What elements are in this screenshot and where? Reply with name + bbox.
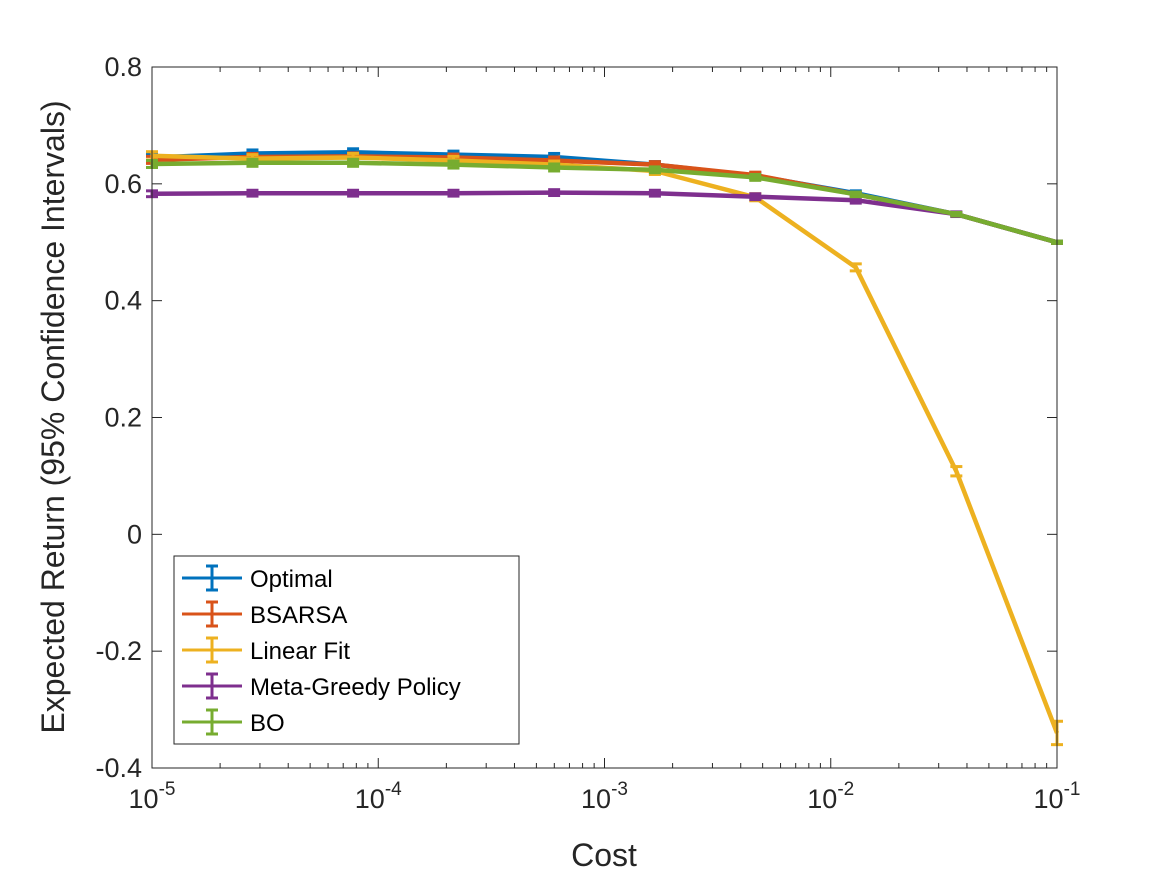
x-tick-label: 10-2 — [807, 779, 854, 814]
legend-label: BSARSA — [250, 602, 347, 629]
error-bar — [749, 192, 762, 202]
x-ticks: 10-5 10-4 10-3 10-2 10-1 — [129, 67, 1081, 814]
series-line — [151, 190, 1058, 245]
error-bar — [648, 165, 661, 175]
x-tick-exponent: -1 — [1064, 779, 1081, 800]
legend-item: BO — [182, 708, 285, 737]
legend-label: Meta-Greedy Policy — [250, 674, 461, 701]
error-bar — [246, 157, 259, 168]
legend-label: Optimal — [250, 566, 333, 593]
x-tick-label: 10-1 — [1034, 779, 1081, 814]
x-tick-label: 10-4 — [355, 779, 402, 814]
y-tick-label: 0.4 — [104, 286, 142, 316]
y-ticks: 0.8 0.6 0.4 0.2 0 -0.2 -0.4 — [95, 52, 1057, 783]
error-bar — [246, 188, 259, 198]
error-bar — [447, 159, 460, 170]
series-bo — [146, 157, 1063, 245]
y-tick-label: 0.2 — [104, 403, 142, 433]
error-bar — [950, 210, 963, 218]
y-tick-label: 0.8 — [104, 52, 142, 82]
y-axis-title: Expected Return (95% Confidence Interval… — [35, 100, 71, 733]
y-tick-label: -0.2 — [95, 636, 142, 666]
legend-item: BSARSA — [182, 600, 347, 629]
x-tick-exponent: -2 — [837, 779, 854, 800]
error-bar — [648, 188, 661, 198]
x-tick-exponent: -4 — [385, 779, 402, 800]
x-tick-base: 10 — [807, 784, 837, 814]
y-tick-label: 0 — [127, 519, 142, 549]
x-tick-exponent: -5 — [159, 779, 176, 800]
error-bar — [749, 172, 762, 182]
series-line — [151, 160, 1058, 245]
y-tick-label: -0.4 — [95, 753, 142, 783]
y-tick-label: 0.6 — [104, 169, 142, 199]
x-tick-exponent: -3 — [611, 779, 628, 800]
error-bar — [849, 262, 862, 273]
legend: Optimal BSARSA Linear Fit Meta-Greedy Polic… — [173, 555, 520, 745]
x-tick-label: 10-3 — [581, 779, 628, 814]
x-tick-base: 10 — [355, 784, 385, 814]
x-tick-base: 10 — [1034, 784, 1064, 814]
axes-layer: 10-5 10-4 10-3 10-2 10-1 0.80.60.40.20-0.2-0… — [95, 52, 1080, 814]
x-tick-base: 10 — [129, 784, 159, 814]
error-bar — [447, 188, 460, 198]
legend-item: Optimal — [182, 564, 333, 593]
legend-label: BO — [250, 710, 285, 737]
x-tick-base: 10 — [581, 784, 611, 814]
error-bar — [548, 162, 561, 173]
error-bar — [849, 190, 862, 199]
error-bar — [347, 188, 360, 198]
series-layer — [146, 147, 1063, 747]
error-bar — [347, 157, 360, 168]
x-tick-label: 10-5 — [129, 779, 176, 814]
legend-item: Linear Fit — [182, 636, 350, 665]
legend-label: Linear Fit — [250, 638, 350, 665]
legend-item: Meta-Greedy Policy — [182, 672, 461, 701]
error-bar — [548, 188, 561, 198]
error-bar — [950, 465, 963, 478]
x-axis-title: Cost — [571, 837, 637, 873]
